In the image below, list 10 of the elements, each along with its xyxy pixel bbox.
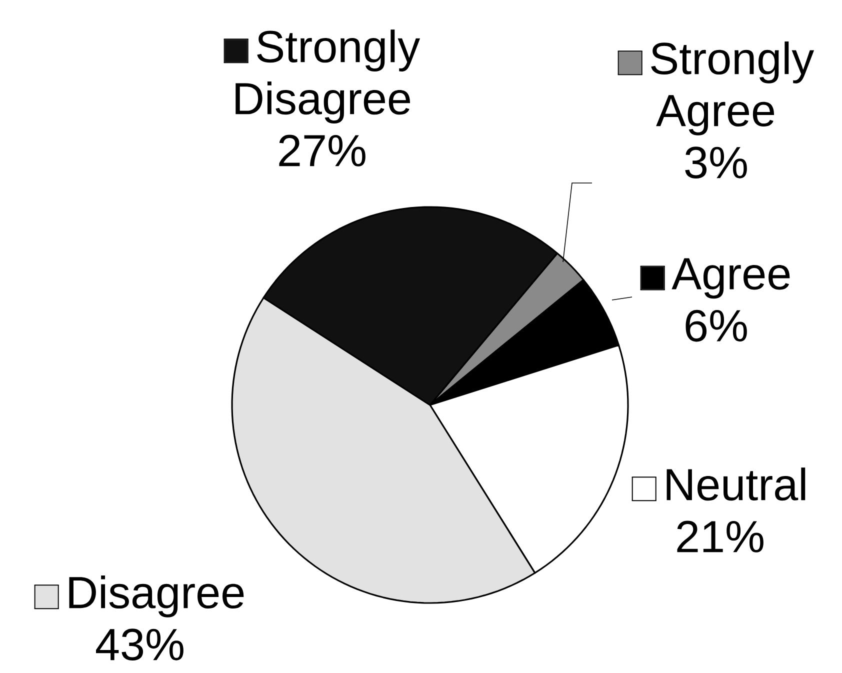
legend-label: Neutral bbox=[666, 468, 806, 501]
data-label: 3% bbox=[685, 146, 747, 179]
data-label: 21% bbox=[677, 520, 764, 552]
legend-label: Agree bbox=[672, 258, 790, 299]
data-label: 6% bbox=[686, 310, 747, 342]
legend-label: Disagree bbox=[69, 575, 244, 618]
data-label: 27% bbox=[279, 134, 366, 166]
legend-label: Strongly Agree bbox=[651, 41, 814, 136]
data-label: 43% bbox=[96, 628, 184, 661]
legend-label: Strongly Disagree bbox=[236, 30, 420, 124]
